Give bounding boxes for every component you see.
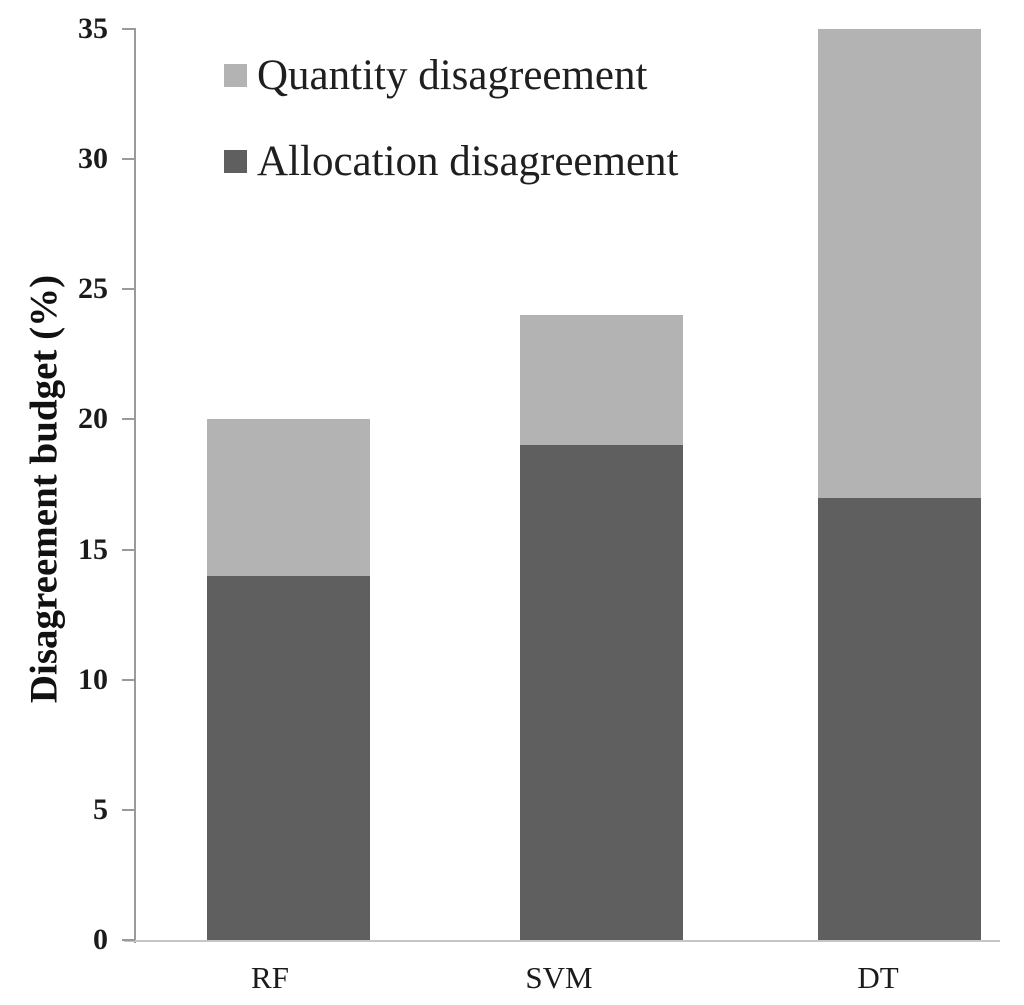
bar-segment-rf-quantity [207,419,370,576]
y-tick-label: 25 [78,272,108,306]
x-category-label-rf: RF [251,960,289,995]
plot-area: 0 5 10 15 20 25 30 35 RF SVM DT Quantity disagree… [78,13,1000,995]
y-tick-mark [122,28,135,30]
y-tick-mark [122,158,135,161]
y-tick-label: 5 [93,792,108,826]
legend-item-allocation: Allocation disagreement [224,135,679,187]
y-tick-mark [122,548,135,551]
y-axis-title: Disagreement budget (%) [22,274,66,704]
bar-segment-rf-allocation [207,575,370,940]
y-tick-label: 35 [78,12,108,45]
y-tick-label: 10 [78,662,108,696]
quantity-swatch-icon [224,63,247,87]
bar-segment-svm-allocation [520,445,683,940]
allocation-swatch-icon [224,149,247,173]
x-category-label-dt: DT [857,960,899,995]
y-tick-label: 20 [78,402,108,436]
legend-label-quantity: Quantity disagreement [257,51,648,99]
legend-item-quantity: Quantity disagreement [224,49,647,101]
y-tick-mark [122,808,135,811]
legend-label-allocation: Allocation disagreement [257,137,679,185]
y-tick-label: 30 [78,142,108,176]
y-tick-mark [122,288,135,291]
bar-segment-dt-allocation [818,497,981,940]
x-category-label-svm: SVM [525,960,593,995]
y-tick-mark [122,678,135,681]
y-tick-mark [122,418,135,421]
y-tick-mark [122,939,135,941]
y-axis-line [134,28,136,943]
x-axis-baseline [124,940,1000,942]
y-tick-label: 15 [78,532,108,566]
y-tick-label: 0 [93,923,108,956]
bar-segment-svm-quantity [520,315,683,446]
bar-segment-dt-quantity [818,29,981,498]
